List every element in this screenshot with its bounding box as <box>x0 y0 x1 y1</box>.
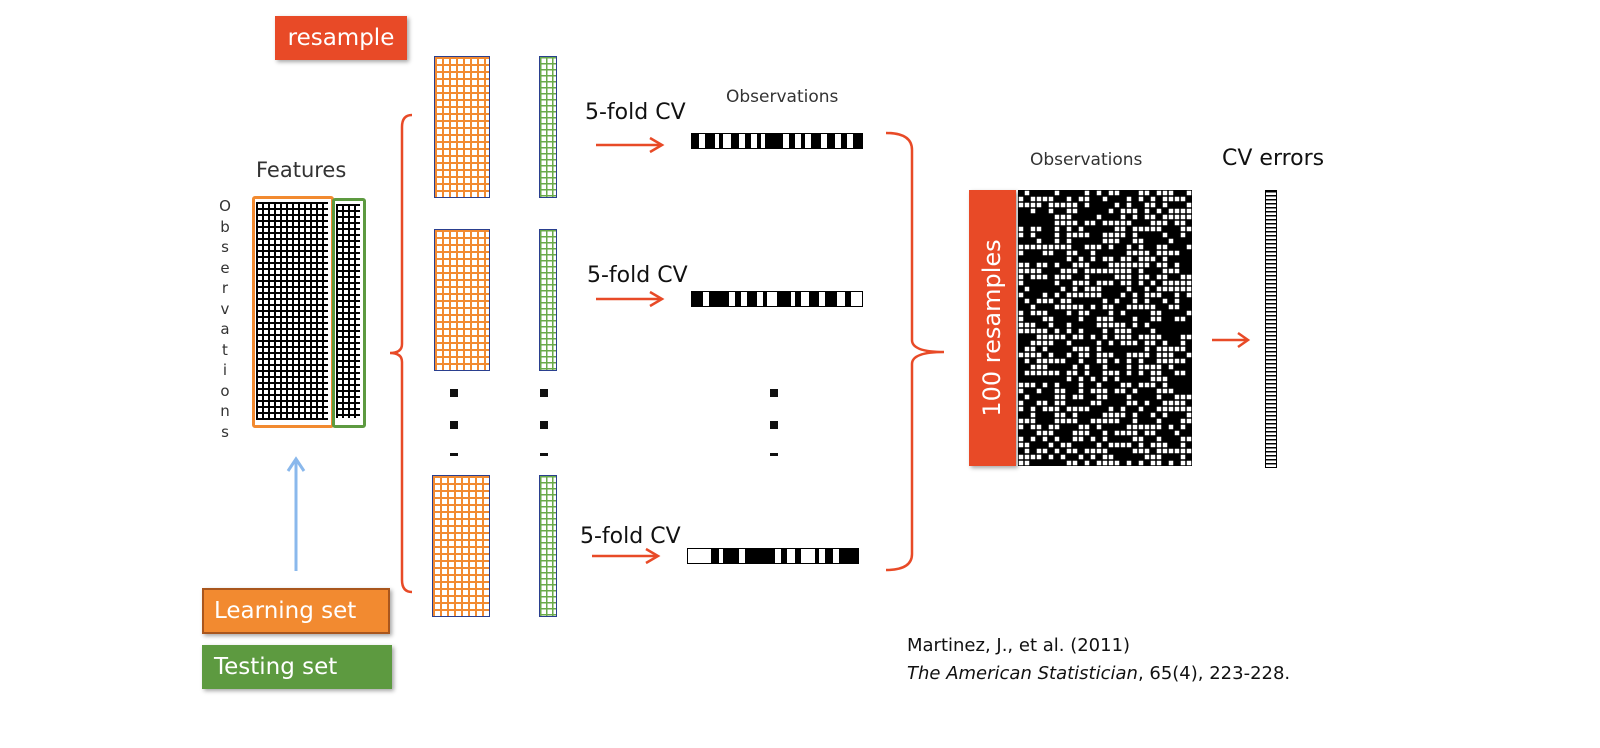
ellipsis-dots-1 <box>450 389 458 480</box>
learning-set-label: Learning set <box>214 598 357 624</box>
resample-label: resample <box>287 25 395 51</box>
resample-n-testing <box>539 475 557 617</box>
resample-observation-matrix <box>1018 190 1192 466</box>
cv-errors-label: CV errors <box>1222 146 1325 171</box>
citation-details: , 65(4), 223-228. <box>1137 663 1291 684</box>
resample-n-learning <box>432 475 490 617</box>
arrow-right-icon <box>1212 331 1251 349</box>
ellipsis-dots-3 <box>770 389 778 480</box>
ellipsis-dots-2 <box>540 389 548 480</box>
citation-line-2: The American Statistician, 65(4), 223-22… <box>907 663 1290 684</box>
testing-outline <box>332 198 366 428</box>
resample-box: resample <box>275 16 407 60</box>
cv-errors-column <box>1265 190 1277 468</box>
arrow-right-icon <box>596 136 665 154</box>
learning-outline <box>252 196 334 428</box>
learning-set-box: Learning set <box>202 588 390 634</box>
features-label: Features <box>256 158 347 182</box>
resample-2-testing <box>539 229 557 371</box>
observations-vertical-label: O b s e r v a t i o n s <box>219 197 231 441</box>
cv-label-2: 5-fold CV <box>587 263 688 288</box>
arrow-right-icon <box>596 290 665 308</box>
right-brace <box>885 131 945 572</box>
observations-label-top: Observations <box>726 87 839 107</box>
observation-vector-2 <box>691 291 863 307</box>
data-matrix-learning <box>256 202 328 420</box>
observation-vector-3 <box>687 548 859 564</box>
observations-label-right: Observations <box>1030 150 1143 170</box>
arrow-right-icon <box>592 547 661 565</box>
citation-line-1: Martinez, J., et al. (2011) <box>907 635 1131 656</box>
left-brace <box>389 113 413 594</box>
resample-1-learning <box>434 56 490 198</box>
cv-label-3: 5-fold CV <box>580 524 681 549</box>
data-matrix-testing <box>336 204 360 418</box>
resample-2-learning <box>434 229 490 371</box>
citation-journal: The American Statistician <box>907 663 1138 684</box>
observation-vector-1 <box>691 133 863 149</box>
testing-set-box: Testing set <box>202 645 392 689</box>
cv-label-1: 5-fold CV <box>585 100 686 125</box>
resamples-label: 100 resamples <box>978 239 1006 417</box>
resample-1-testing <box>539 56 557 198</box>
up-arrow-icon <box>286 456 306 571</box>
resamples-box: 100 resamples <box>969 190 1016 466</box>
testing-set-label: Testing set <box>214 654 338 680</box>
